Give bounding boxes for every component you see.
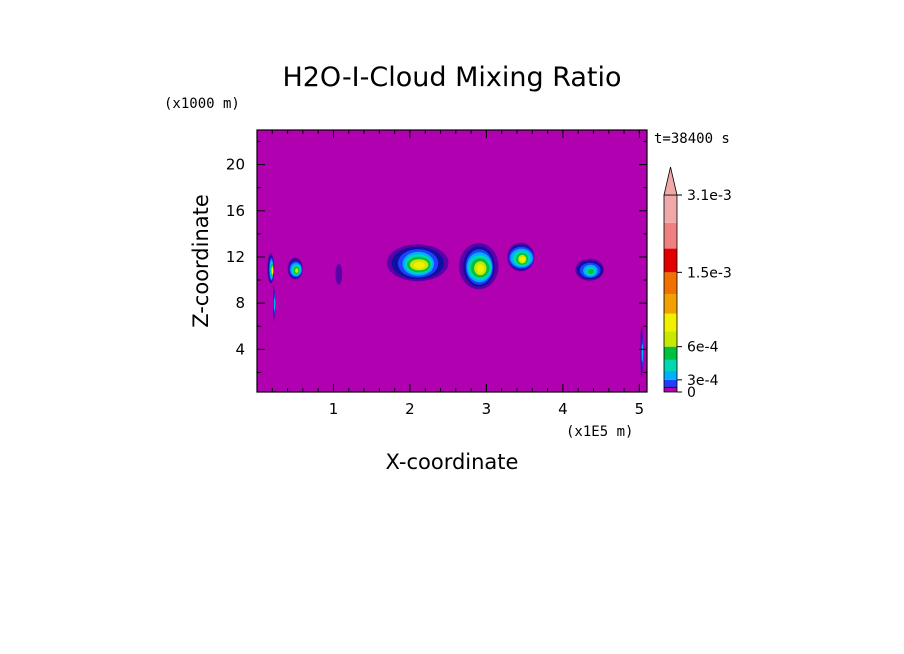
y-tick-label: 20 [226,156,245,174]
x-tick-label: 4 [558,400,568,418]
y-axis-title: Z-coordinate [189,194,213,328]
x-tick-label: 5 [635,400,645,418]
cloud-cell [575,258,604,281]
chart-title: H2O-I-Cloud Mixing Ratio [282,62,621,93]
contour-level [273,297,276,311]
y-tick-label: 8 [235,294,245,312]
colorbar-segment [664,272,677,295]
colorbar-label: 3.1e-3 [687,188,732,204]
colorbar-label: 0 [687,385,696,401]
colorbar-label: 1.5e-3 [687,265,732,281]
cloud-cell [287,257,303,280]
y-tick-label: 16 [226,202,245,220]
cloud-cell [507,242,535,272]
x-tick-label: 3 [482,400,492,418]
x-axis-ticks: 1 2 3 4 5 [271,130,645,418]
cloud-cell [640,325,644,378]
colorbar-segment [664,222,677,249]
colorbar-segment [664,379,677,387]
colorbar-segment [664,388,677,392]
colorbar-label: 6e-4 [687,340,719,356]
cloud-cell [267,253,275,284]
contour-level [413,261,425,269]
contour-level [520,256,526,263]
contour-level [641,343,644,362]
colorbar-segment [664,346,677,360]
colorbar-segment [664,359,677,372]
colorbar-segment [664,294,677,314]
contour-level [477,264,484,273]
x-axis-title: X-coordinate [386,450,519,474]
colorbar-segment [664,195,677,223]
contour-level [335,263,343,285]
y-axis-ticks: 4 8 12 16 20 [226,141,647,373]
colorbar-segment [664,331,677,347]
colorbar-segment [664,248,677,273]
y-tick-label: 4 [235,340,245,358]
cloud-cells [267,242,644,378]
colorbar-extend-arrow [663,166,678,196]
colorbar-segment [664,371,677,380]
x-axis-unit: (x1E5 m) [566,424,633,440]
cloud-cell [459,243,499,290]
plot-frame [256,129,648,393]
colorbar: 3.1e-3 1.5e-3 6e-4 3e-40 [663,166,732,401]
x-tick-label: 2 [405,400,415,418]
y-axis-unit: (x1000 m) [164,96,240,112]
contour-level [587,268,594,275]
cloud-cell [386,244,449,282]
time-label: t=38400 s [654,131,730,147]
x-tick-label: 1 [329,400,339,418]
cloud-cell [273,284,276,322]
contour-level [271,268,274,274]
cloud-cell [335,263,343,285]
y-tick-label: 12 [226,248,245,266]
colorbar-segment [664,313,677,332]
contour-level [295,268,299,273]
colorbar-label: 3e-4 [687,373,719,389]
